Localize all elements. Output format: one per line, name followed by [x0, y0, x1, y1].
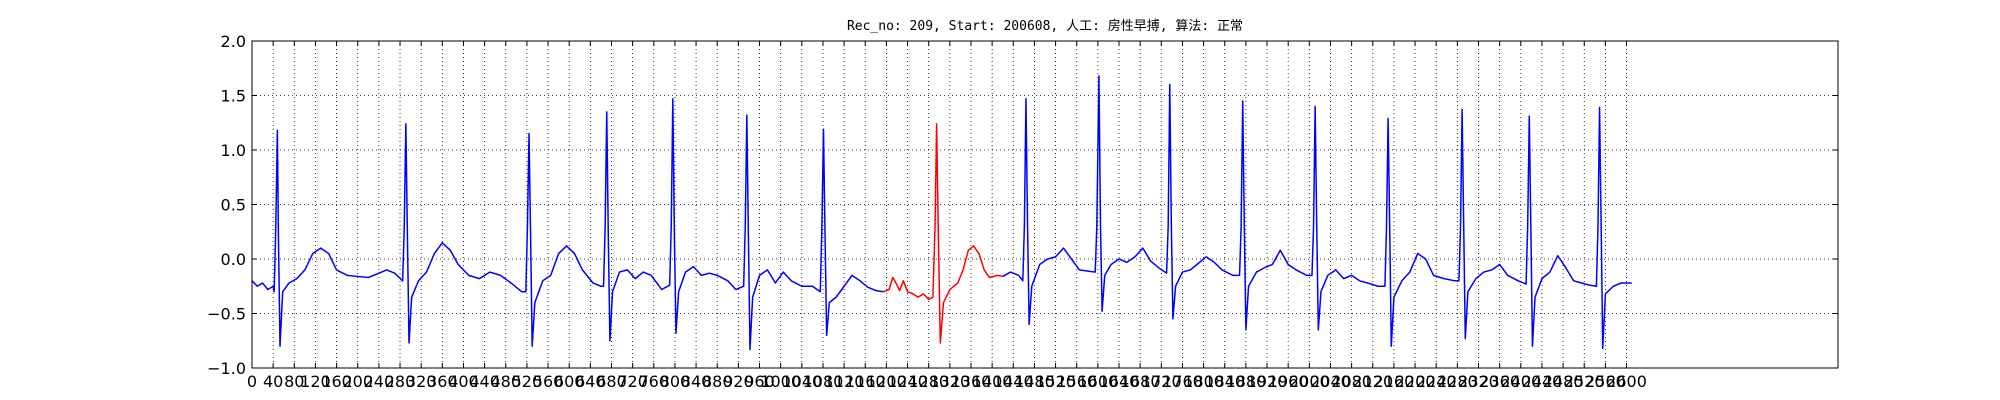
x-tick-label: 680 — [596, 372, 627, 391]
x-tick-label: 1840 — [1204, 372, 1245, 391]
x-tick-label: 2280 — [1437, 372, 1478, 391]
y-tick-label: 1.0 — [221, 141, 246, 160]
x-tick-label: 800 — [660, 372, 691, 391]
x-tick-label: 440 — [469, 372, 500, 391]
x-tick-label: 1560 — [1056, 372, 1097, 391]
ecg-series-line-2 — [883, 123, 1003, 344]
x-tick-label: 2360 — [1479, 372, 1520, 391]
x-tick-label: 2080 — [1331, 372, 1372, 391]
x-tick-label: 1120 — [824, 372, 865, 391]
x-tick-label: 1760 — [1162, 372, 1203, 391]
x-tick-label: 2200 — [1395, 372, 1436, 391]
y-tick-label: 2.0 — [221, 32, 246, 51]
x-tick-label: 1360 — [951, 372, 992, 391]
y-tick-label: 0.0 — [221, 250, 246, 269]
x-tick-label: 0 — [247, 372, 257, 391]
x-tick-label: 960 — [744, 372, 775, 391]
x-tick-label: 560 — [533, 372, 564, 391]
x-tick-label: 2520 — [1564, 372, 1605, 391]
x-tick-label: 2440 — [1522, 372, 1563, 391]
x-tick-label: 1880 — [1226, 372, 1267, 391]
x-tick-label: 2040 — [1310, 372, 1351, 391]
x-tick-label: 1000 — [760, 372, 801, 391]
x-tick-label: 880 — [702, 372, 733, 391]
x-tick-label: 2000 — [1289, 372, 1330, 391]
x-axis: 0 40 8012016020024028032036040044048052056… — [247, 41, 1647, 391]
x-tick-label: 600 — [554, 372, 585, 391]
x-tick-label: 1280 — [908, 372, 949, 391]
x-tick-label: 2600 — [1606, 372, 1647, 391]
x-tick-label: 320 — [406, 372, 437, 391]
y-tick-label: 0.5 — [221, 196, 246, 215]
x-tick-label: 120 — [300, 372, 331, 391]
x-tick-label: 1040 — [781, 372, 822, 391]
x-tick-label: 640 — [575, 372, 606, 391]
x-tick-label: 1080 — [803, 372, 844, 391]
x-tick-label: 280 — [385, 372, 416, 391]
x-tick-label: 240 — [364, 372, 395, 391]
series-layer — [251, 75, 1632, 351]
ecg-series-line-1 — [251, 98, 884, 351]
x-tick-label: 160 — [321, 372, 352, 391]
x-tick-label: 480 — [490, 372, 521, 391]
y-tick-label: −0.5 — [207, 305, 246, 324]
x-tick-label: 2160 — [1374, 372, 1415, 391]
x-tick-label: 1320 — [929, 372, 970, 391]
x-tick-label: 1480 — [1014, 372, 1055, 391]
x-tick-label: 720 — [617, 372, 648, 391]
x-tick-label: 40 — [263, 372, 283, 391]
y-axis: −1.0 −0.5 0.0 0.5 1.0 1.5 2.0 — [207, 32, 1838, 378]
x-tick-label: 920 — [723, 372, 754, 391]
x-tick-label: 2560 — [1585, 372, 1626, 391]
x-tick-label: 2400 — [1500, 372, 1541, 391]
x-tick-label: 1600 — [1078, 372, 1119, 391]
x-tick-label: 400 — [448, 372, 479, 391]
x-tick-label: 2240 — [1416, 372, 1457, 391]
x-tick-label: 1720 — [1141, 372, 1182, 391]
x-tick-label: 2320 — [1458, 372, 1499, 391]
x-tick-label: 1800 — [1183, 372, 1224, 391]
x-tick-label: 1440 — [993, 372, 1034, 391]
chart-title: Rec_no: 209, Start: 200608, 人工: 房性早搏, 算法… — [847, 18, 1243, 34]
x-tick-label: 2480 — [1543, 372, 1584, 391]
x-tick-label: 200 — [342, 372, 373, 391]
x-tick-label: 2120 — [1352, 372, 1393, 391]
ecg-series-line-3 — [1002, 75, 1632, 350]
x-tick-label: 360 — [427, 372, 458, 391]
grid — [252, 40, 1838, 369]
x-tick-label: 1200 — [866, 372, 907, 391]
x-tick-label: 520 — [512, 372, 543, 391]
x-tick-label: 1520 — [1035, 372, 1076, 391]
x-tick-label: 1680 — [1120, 372, 1161, 391]
x-tick-label: 760 — [639, 372, 670, 391]
x-tick-label: 1400 — [972, 372, 1013, 391]
x-tick-label: 80 — [284, 372, 304, 391]
x-tick-label: 840 — [681, 372, 712, 391]
y-tick-label: −1.0 — [207, 359, 246, 378]
x-tick-label: 1160 — [845, 372, 886, 391]
x-tick-label: 1920 — [1247, 372, 1288, 391]
y-tick-label: 1.5 — [221, 87, 246, 106]
x-tick-label: 1640 — [1099, 372, 1140, 391]
x-tick-label: 1240 — [887, 372, 928, 391]
x-tick-label: 1960 — [1268, 372, 1309, 391]
